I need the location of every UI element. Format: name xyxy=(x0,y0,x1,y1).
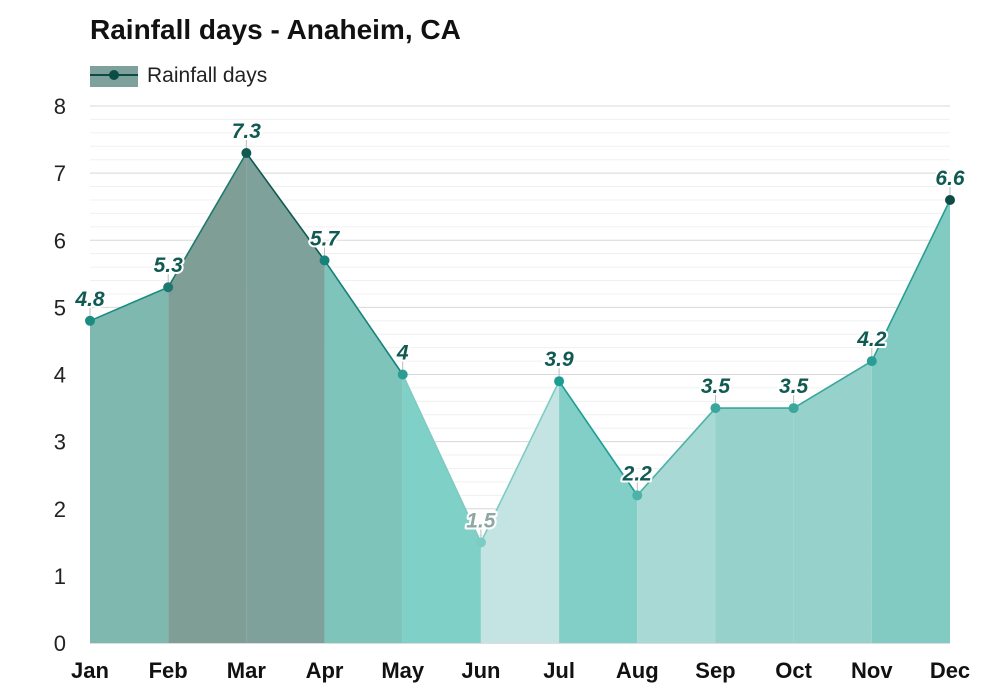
series-segment xyxy=(480,380,560,544)
data-label-may: 4 xyxy=(396,342,409,365)
area-band-oct xyxy=(793,361,872,643)
data-label-oct: 3.5 xyxy=(779,375,809,398)
x-tick-label-may: May xyxy=(381,658,425,683)
legend[interactable]: Rainfall days xyxy=(90,64,267,87)
x-tick-label-sep: Sep xyxy=(695,658,735,683)
x-tick-label-dec: Dec xyxy=(930,658,970,683)
series-line xyxy=(89,152,951,544)
x-tick-label-jul: Jul xyxy=(543,658,575,683)
series-segment xyxy=(636,407,717,497)
area-band-jun xyxy=(480,381,560,643)
data-label-jan: 4.8 xyxy=(74,288,105,311)
y-tick-label: 2 xyxy=(54,497,66,522)
data-label-aug: 2.2 xyxy=(622,462,653,485)
y-tick-label: 8 xyxy=(54,94,66,119)
area-band-jul xyxy=(559,381,638,643)
x-tick-label-jan: Jan xyxy=(71,658,109,683)
area-band-aug xyxy=(637,408,716,643)
data-label-mar: 7.3 xyxy=(232,120,262,143)
data-label-nov: 4.2 xyxy=(856,328,887,351)
series-segment xyxy=(167,152,248,289)
data-label-feb: 5.3 xyxy=(154,254,184,277)
series-segment xyxy=(558,380,639,497)
legend-marker xyxy=(109,70,119,80)
y-tick-label: 7 xyxy=(54,161,66,186)
data-point-sep xyxy=(710,403,721,414)
series-segment xyxy=(245,152,326,262)
data-point-may xyxy=(397,369,408,380)
data-labels: 4.8 5.3 7.3 5.7 4 1.5 3.9 2.2 3.5 3.5 4.2 6.6 xyxy=(72,118,967,534)
area-bands xyxy=(90,152,950,644)
area-band-apr xyxy=(324,260,403,643)
y-tick-label: 6 xyxy=(54,228,66,253)
data-point-nov xyxy=(866,356,877,367)
y-tick-label: 4 xyxy=(54,363,66,388)
data-points xyxy=(85,139,955,548)
series-segment xyxy=(401,373,482,544)
x-tick-label-feb: Feb xyxy=(149,658,188,683)
chart-title: Rainfall days - Anaheim, CA xyxy=(90,14,461,45)
x-tick-label-nov: Nov xyxy=(851,658,893,683)
data-label-sep: 3.5 xyxy=(701,375,731,398)
axis-labels: 0 1 2 3 4 5 6 7 8 Jan Feb Mar Apr May Jun Jul Aug Sep Oct N… xyxy=(54,94,970,683)
area-band-jan xyxy=(90,287,169,643)
data-point-jun xyxy=(475,537,486,548)
legend-label: Rainfall days xyxy=(147,64,267,87)
data-label-dec: 6.6 xyxy=(935,167,965,190)
data-point-dec xyxy=(945,194,955,205)
series-segment xyxy=(323,259,404,376)
data-point-jan xyxy=(85,315,95,326)
series-segment xyxy=(792,360,873,409)
data-point-feb xyxy=(163,282,174,293)
area-band-nov xyxy=(871,199,950,643)
area-band-sep xyxy=(715,408,794,643)
x-tick-label-apr: Apr xyxy=(306,658,344,683)
y-tick-label: 1 xyxy=(54,564,66,589)
y-tick-label: 5 xyxy=(54,295,66,320)
data-point-aug xyxy=(632,490,643,501)
x-tick-label-mar: Mar xyxy=(227,658,267,683)
data-point-mar xyxy=(241,147,252,158)
y-tick-label: 0 xyxy=(54,631,66,656)
data-point-apr xyxy=(319,255,330,266)
data-label-apr: 5.7 xyxy=(310,227,341,250)
area-band-may xyxy=(402,374,481,643)
x-tick-label-jun: Jun xyxy=(461,658,500,683)
x-tick-label-oct: Oct xyxy=(775,658,812,683)
x-tick-label-aug: Aug xyxy=(616,658,659,683)
area-band-feb xyxy=(168,152,247,644)
data-label-jul: 3.9 xyxy=(544,348,574,371)
data-label-jun: 1.5 xyxy=(466,509,496,532)
area-band-mar xyxy=(246,152,325,644)
data-point-jul xyxy=(554,376,565,387)
series-segment xyxy=(89,286,169,322)
data-point-oct xyxy=(788,403,799,414)
y-tick-label: 3 xyxy=(54,430,66,455)
series-segment xyxy=(871,199,951,362)
